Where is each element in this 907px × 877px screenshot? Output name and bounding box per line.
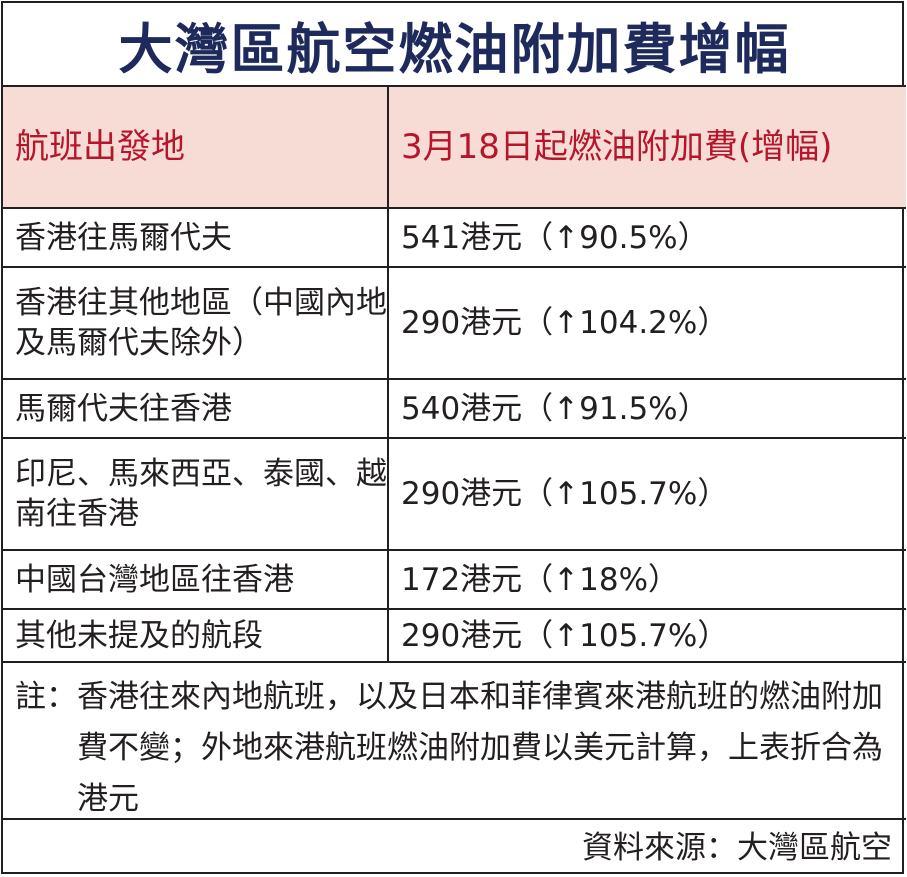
row-surcharge: 540港元（↑91.5%） <box>388 379 906 438</box>
footnote-text: 香港往來內地航班，以及日本和菲律賓來港航班的燃油附加費不變；外地來港航班燃油附加… <box>77 672 896 818</box>
footnote-label: 註： <box>15 672 77 818</box>
table-row: 香港往馬爾代夫 541港元（↑90.5%） <box>3 208 906 267</box>
row-surcharge: 541港元（↑90.5%） <box>388 208 906 267</box>
row-origin: 香港往其他地區（中國內地及馬爾代夫除外） <box>3 267 388 379</box>
row-surcharge: 172港元（↑18%） <box>388 550 906 609</box>
table-row: 馬爾代夫往香港 540港元（↑91.5%） <box>3 379 906 438</box>
row-surcharge: 290港元（↑105.7%） <box>388 438 906 550</box>
row-origin: 其他未提及的航段 <box>3 609 388 662</box>
table-header-row: 航班出發地 3月18日起燃油附加費(增幅) <box>3 87 906 208</box>
row-origin: 馬爾代夫往香港 <box>3 379 388 438</box>
row-surcharge: 290港元（↑104.2%） <box>388 267 906 379</box>
page-title: 大灣區航空燃油附加費增幅 <box>3 3 906 87</box>
table-row: 其他未提及的航段 290港元（↑105.7%） <box>3 609 906 662</box>
row-origin: 中國台灣地區往香港 <box>3 550 388 609</box>
header-surcharge: 3月18日起燃油附加費(增幅) <box>388 87 906 208</box>
header-origin: 航班出發地 <box>3 87 388 208</box>
table-row: 中國台灣地區往香港 172港元（↑18%） <box>3 550 906 609</box>
source-credit: 資料來源：大灣區航空 <box>582 823 892 873</box>
row-surcharge: 290港元（↑105.7%） <box>388 609 906 662</box>
footnote: 註： 香港往來內地航班，以及日本和菲律賓來港航班的燃油附加費不變；外地來港航班燃… <box>3 662 906 820</box>
row-origin: 香港往馬爾代夫 <box>3 208 388 267</box>
table-row: 香港往其他地區（中國內地及馬爾代夫除外） 290港元（↑104.2%） <box>3 267 906 379</box>
surcharge-table: 航班出發地 3月18日起燃油附加費(增幅) 香港往馬爾代夫 541港元（↑90.… <box>3 87 906 663</box>
table-row: 印尼、馬來西亞、泰國、越南往香港 290港元（↑105.7%） <box>3 438 906 550</box>
row-origin: 印尼、馬來西亞、泰國、越南往香港 <box>3 438 388 550</box>
